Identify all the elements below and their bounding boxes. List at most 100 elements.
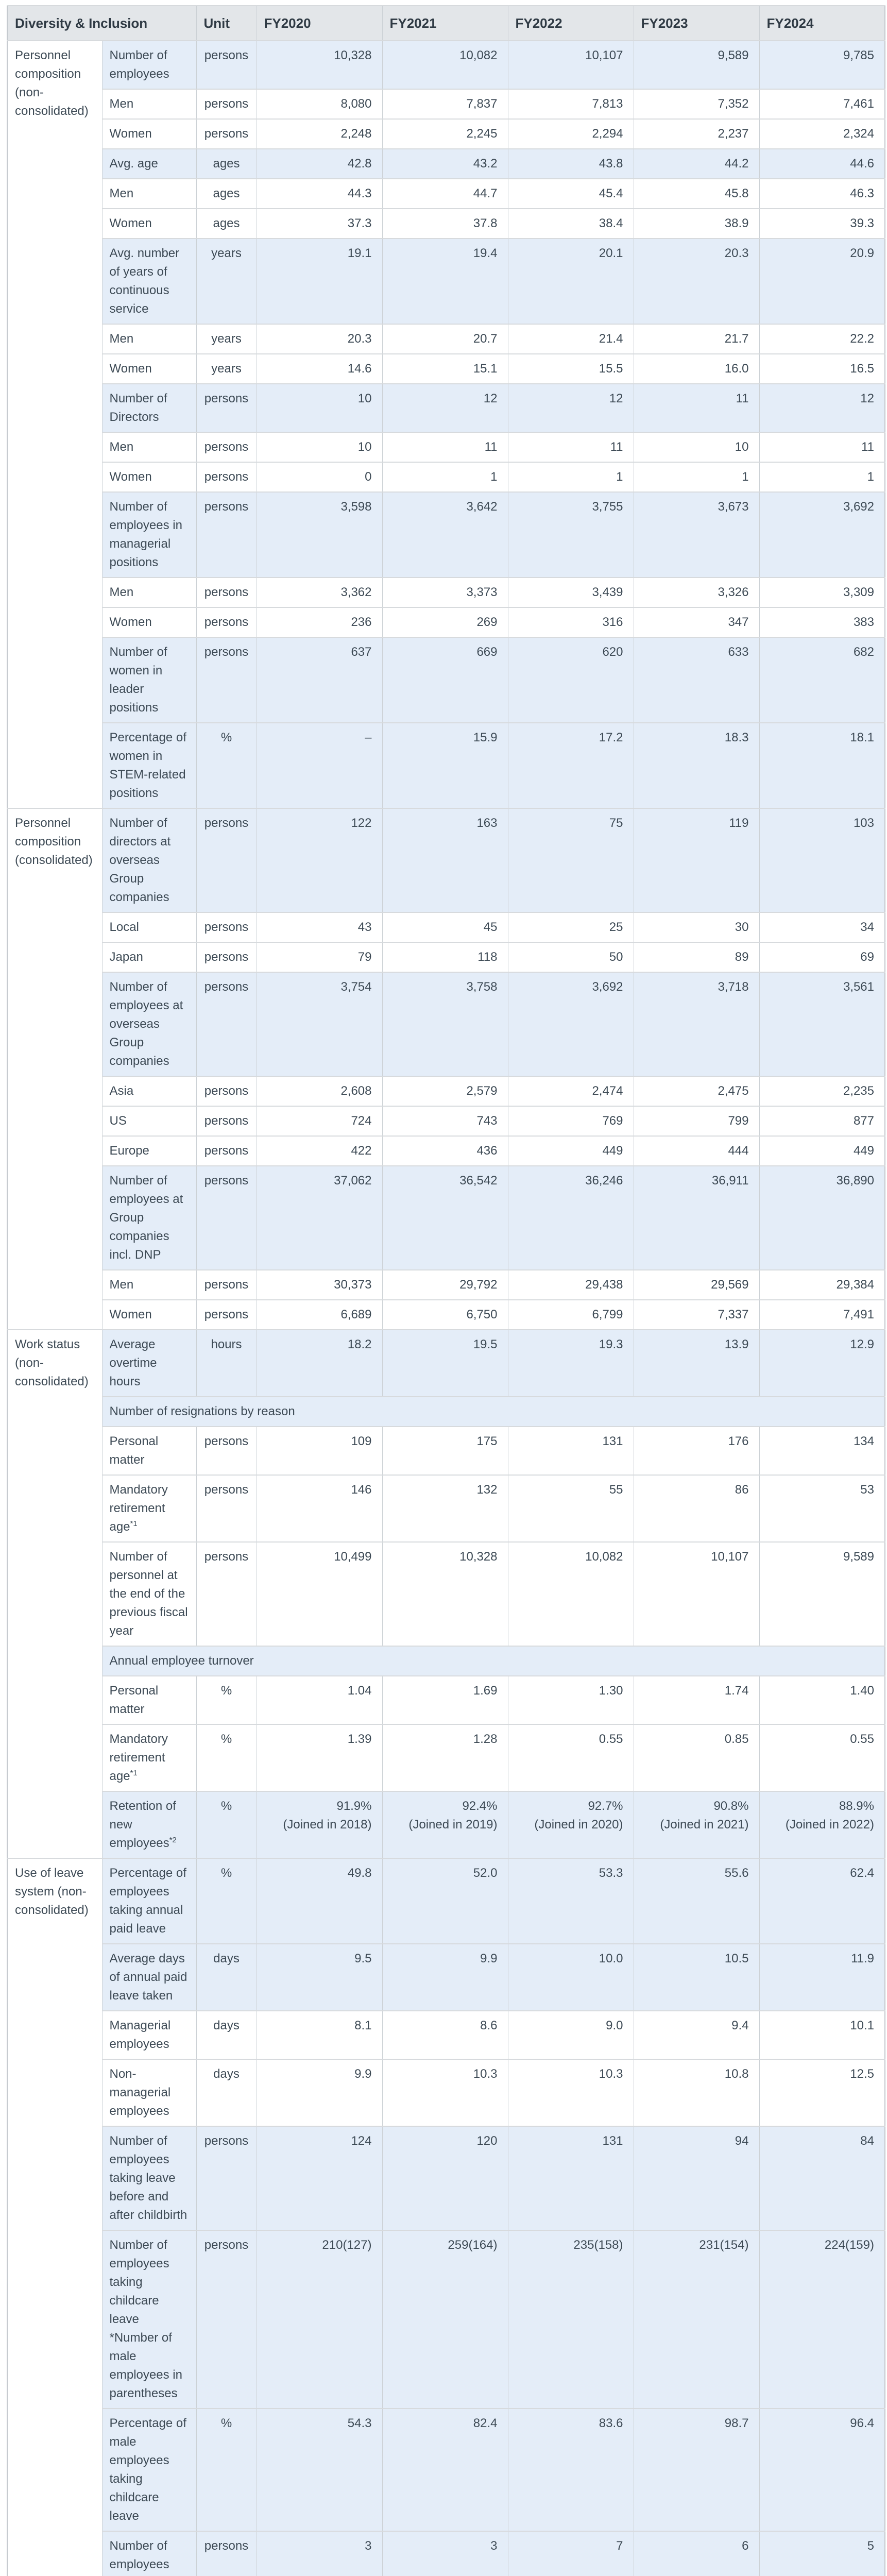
value-cell: 3,309 xyxy=(759,577,885,608)
value-cell: 7 xyxy=(507,2531,634,2576)
unit-cell: % xyxy=(196,1675,257,1725)
indicator-cell: Number of employees at Group companies i… xyxy=(101,1165,197,1270)
value-cell: 109 xyxy=(256,1426,383,1476)
table-row: Avg. age ages 42.8 43.2 43.8 44.2 44.6 xyxy=(7,148,885,179)
unit-cell: persons xyxy=(196,492,257,578)
group-cell: Work status (non-consolidated) xyxy=(7,1329,103,1859)
value-cell: 19.1 xyxy=(256,238,383,325)
value-cell: 30,373 xyxy=(256,1269,383,1300)
value-cell: 43.8 xyxy=(507,148,634,179)
group-cell: Personnel composition (consolidated) xyxy=(7,808,103,1330)
value-cell: 2,245 xyxy=(382,118,508,149)
unit-cell: persons xyxy=(196,1269,257,1300)
value-cell: 10,107 xyxy=(507,40,634,90)
value-cell: 12.5 xyxy=(759,2059,885,2127)
value-cell: 9.9 xyxy=(382,1943,508,2011)
indicator-cell: Women xyxy=(101,462,197,493)
value-cell: 449 xyxy=(759,1136,885,1166)
value-cell: 877 xyxy=(759,1106,885,1137)
table-row: US persons 724 743 769 799 877 xyxy=(7,1106,885,1137)
value-cell: 10,328 xyxy=(256,40,383,90)
unit-cell: persons xyxy=(196,1106,257,1137)
table-row: Avg. number of years of continuous servi… xyxy=(7,238,885,325)
indicator-cell: Women xyxy=(101,607,197,638)
value-cell: 9,589 xyxy=(759,1541,885,1647)
value-cell: 1.04 xyxy=(256,1675,383,1725)
value-cell: 13.9 xyxy=(633,1329,760,1397)
value-cell: 2,579 xyxy=(382,1076,508,1107)
indicator-cell: Avg. age xyxy=(101,148,197,179)
value-cell: 1 xyxy=(759,462,885,493)
value-cell: 16.5 xyxy=(759,353,885,384)
value-cell: 37.3 xyxy=(256,208,383,239)
table-row: Women years 14.6 15.1 15.5 16.0 16.5 xyxy=(7,353,885,384)
value-cell: 8.1 xyxy=(256,2010,383,2060)
value-cell: 163 xyxy=(382,808,508,913)
value-cell: 29,384 xyxy=(759,1269,885,1300)
value-cell: 724 xyxy=(256,1106,383,1137)
unit-cell: persons xyxy=(196,637,257,723)
value-cell: 12.9 xyxy=(759,1329,885,1397)
value-cell: 3,692 xyxy=(759,492,885,578)
value-cell: 88.9% (Joined in 2022) xyxy=(759,1791,885,1859)
value-cell: 9,589 xyxy=(633,40,760,90)
value-cell: 18.2 xyxy=(256,1329,383,1397)
value-cell: 9.0 xyxy=(507,2010,634,2060)
value-cell: 53 xyxy=(759,1475,885,1543)
unit-cell: persons xyxy=(196,89,257,120)
value-cell: 2,475 xyxy=(633,1076,760,1107)
unit-cell: persons xyxy=(196,1076,257,1107)
value-cell: 2,324 xyxy=(759,118,885,149)
value-cell: 3 xyxy=(256,2531,383,2576)
year-column-header-fy2023: FY2023 xyxy=(633,5,760,41)
value-cell: 3 xyxy=(382,2531,508,2576)
value-cell: 235(158) xyxy=(507,2230,634,2409)
value-cell: 15.5 xyxy=(507,353,634,384)
value-cell: 7,813 xyxy=(507,89,634,120)
value-cell: 175 xyxy=(382,1426,508,1476)
unit-cell: persons xyxy=(196,1299,257,1330)
value-cell: 12 xyxy=(382,383,508,433)
value-cell: 7,491 xyxy=(759,1299,885,1330)
value-cell: 316 xyxy=(507,607,634,638)
value-cell: 422 xyxy=(256,1136,383,1166)
indicator-cell: Managerial employees xyxy=(101,2010,197,2060)
value-cell: 89 xyxy=(633,942,760,973)
indicator-cell: Number of Directors xyxy=(101,383,197,433)
value-cell: 21.7 xyxy=(633,324,760,354)
value-cell: 37,062 xyxy=(256,1165,383,1270)
unit-cell: persons xyxy=(196,1165,257,1270)
value-cell: 36,890 xyxy=(759,1165,885,1270)
value-cell: 2,608 xyxy=(256,1076,383,1107)
value-cell: 1.39 xyxy=(256,1724,383,1792)
unit-cell: hours xyxy=(196,1329,257,1397)
value-cell: 10,107 xyxy=(633,1541,760,1647)
value-cell: 9,785 xyxy=(759,40,885,90)
value-cell: 103 xyxy=(759,808,885,913)
indicator-cell: Non-managerial employees xyxy=(101,2059,197,2127)
table-row: Personal matter persons 109 175 131 176 134 xyxy=(7,1426,885,1476)
value-cell: 8.6 xyxy=(382,2010,508,2060)
indicator-cell: Europe xyxy=(101,1136,197,1166)
table-row: Asia persons 2,608 2,579 2,474 2,475 2,235 xyxy=(7,1076,885,1107)
value-cell: 45 xyxy=(382,912,508,943)
indicator-cell: Number of employees taking childcare lea… xyxy=(101,2230,197,2409)
value-cell: 62.4 xyxy=(759,1858,885,1944)
table-body: Personnel composition (non-consolidated)… xyxy=(7,40,885,2576)
value-cell: 269 xyxy=(382,607,508,638)
indicator-cell: Personal matter xyxy=(101,1426,197,1476)
year-column-header-fy2021: FY2021 xyxy=(382,5,508,41)
value-cell: 10 xyxy=(633,432,760,463)
table-row: Percentage of women in STEM-related posi… xyxy=(7,722,885,809)
value-cell: 383 xyxy=(759,607,885,638)
table-row: Number of resignations by reason xyxy=(7,1396,885,1427)
value-cell: 1 xyxy=(382,462,508,493)
value-cell: 3,326 xyxy=(633,577,760,608)
value-cell: 10 xyxy=(256,383,383,433)
value-cell: 9.9 xyxy=(256,2059,383,2127)
value-cell: 1.40 xyxy=(759,1675,885,1725)
unit-cell: persons xyxy=(196,2531,257,2576)
value-cell: 436 xyxy=(382,1136,508,1166)
value-cell: 29,569 xyxy=(633,1269,760,1300)
